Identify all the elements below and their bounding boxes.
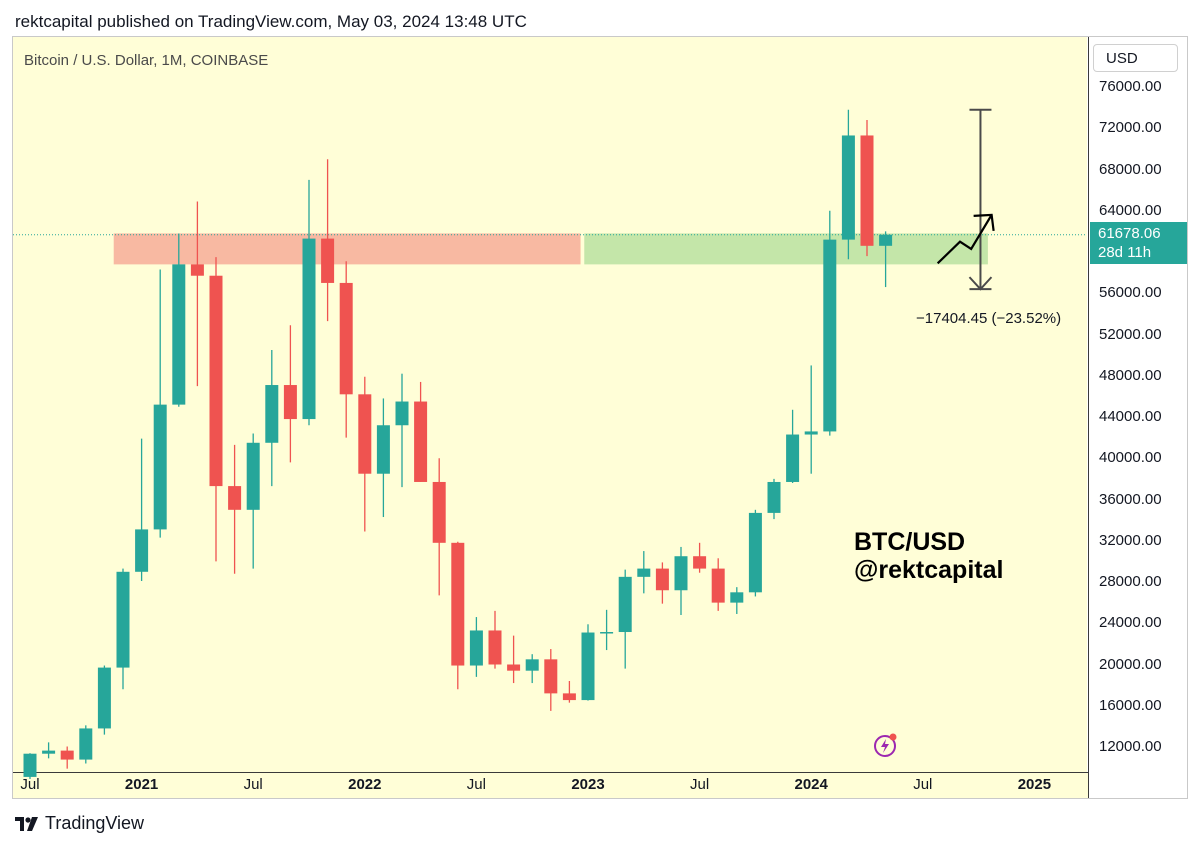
price-tick-label: 32000.00 (1099, 531, 1162, 549)
resistance-zone (113, 233, 581, 265)
candle-body (804, 431, 818, 435)
time-tick-label: 2022 (348, 776, 382, 793)
candle-body (395, 401, 409, 426)
candle-body (414, 401, 428, 482)
price-tick-label: 16000.00 (1099, 696, 1162, 714)
measure-label: −17404.45 (−23.52%) (916, 310, 1062, 327)
time-axis[interactable] (13, 772, 1088, 798)
candle-body (600, 632, 614, 634)
candle-body (79, 728, 93, 760)
bar-countdown: 28d 11h (1098, 244, 1152, 261)
price-tick-label: 36000.00 (1099, 490, 1162, 508)
candle-body (265, 385, 279, 443)
candle-body (674, 556, 688, 591)
price-axis[interactable] (1088, 37, 1187, 798)
candle-body (209, 275, 223, 487)
candle-body (60, 750, 74, 760)
candle-body (786, 434, 800, 482)
candle-body (153, 404, 167, 530)
watermark-author: @rektcapital (854, 556, 1004, 584)
candle-body (339, 282, 353, 395)
time-tick-label: Jul (913, 776, 933, 793)
candle-body (544, 659, 558, 694)
last-price-value: 61678.06 (1098, 225, 1161, 242)
candle-body (748, 512, 762, 593)
candle-body (246, 442, 260, 510)
price-tick-label: 28000.00 (1099, 573, 1162, 590)
time-tick-label: Jul (20, 776, 40, 793)
price-tick-label: 76000.00 (1099, 78, 1162, 95)
candle-body (283, 385, 297, 420)
candle-body (525, 659, 539, 671)
candle-body (228, 486, 242, 510)
price-tick-label: 20000.00 (1099, 655, 1162, 673)
candle-body (711, 568, 725, 603)
candle-body (42, 750, 56, 754)
candle-body (321, 238, 335, 283)
candle-body (693, 556, 707, 569)
watermark-symbol: BTC/USD (854, 528, 966, 556)
candle-body (767, 481, 781, 513)
candle-body (172, 264, 186, 405)
tradingview-logo-icon (15, 816, 38, 831)
time-tick-label: Jul (690, 776, 710, 793)
lightning-icon[interactable] (873, 732, 899, 758)
projection-arrow (936, 214, 993, 265)
price-tick-label: 56000.00 (1099, 284, 1162, 302)
candle-body (302, 238, 316, 420)
price-tick-label: 72000.00 (1099, 119, 1162, 137)
candle-body (562, 693, 576, 701)
candle-body (135, 529, 149, 572)
price-tick-label: 52000.00 (1099, 325, 1162, 343)
candle-body (451, 542, 465, 666)
publish-header: rektcapital published on TradingView.com… (15, 12, 527, 31)
candle-body (23, 753, 37, 777)
candle-body (581, 632, 595, 701)
price-tick-label: 68000.00 (1099, 160, 1162, 178)
support-zone (584, 233, 988, 265)
footer-logo[interactable]: TradingView (15, 813, 144, 834)
candle-body (488, 630, 502, 665)
time-tick-label: Jul (243, 776, 263, 793)
candle-body (190, 264, 204, 276)
candle-body (879, 234, 893, 246)
projection-arrowhead (973, 213, 995, 232)
price-tick-label: 44000.00 (1099, 408, 1162, 425)
price-tick-label: 24000.00 (1099, 614, 1162, 632)
candle-body (637, 568, 651, 577)
footer-brand: TradingView (45, 813, 145, 833)
time-tick-label: 2023 (571, 776, 605, 793)
candle-body (860, 135, 874, 246)
time-tick-label: 2024 (794, 776, 828, 793)
price-tick-label: 48000.00 (1099, 366, 1162, 384)
time-tick-label: 2021 (124, 776, 159, 793)
candle-body (655, 568, 669, 591)
candle-body (618, 576, 632, 633)
watermark: BTC/USD @rektcapital (854, 528, 1003, 584)
chart-frame (12, 36, 1188, 799)
candle-body (376, 425, 390, 474)
candle-body (469, 630, 483, 666)
candle-body (97, 667, 111, 729)
candle-body (841, 135, 855, 240)
candle-body (730, 592, 744, 603)
candle-body (358, 394, 372, 474)
plot-area[interactable] (13, 37, 1087, 772)
last-price-label: 61678.06 28d 11h (1090, 222, 1187, 264)
time-tick-label: 2025 (1017, 776, 1052, 793)
price-tick-label: 64000.00 (1099, 201, 1162, 219)
candle-body (432, 481, 446, 543)
time-tick-label: Jul (466, 776, 486, 793)
candle-body (507, 664, 521, 671)
price-tick-label: 12000.00 (1099, 738, 1162, 755)
symbol-legend: Bitcoin / U.S. Dollar, 1M, COINBASE (24, 52, 269, 69)
price-tick-label: 40000.00 (1099, 449, 1162, 467)
currency-button[interactable]: USD (1093, 44, 1178, 72)
candle-body (823, 239, 837, 432)
candle-body (116, 571, 130, 668)
